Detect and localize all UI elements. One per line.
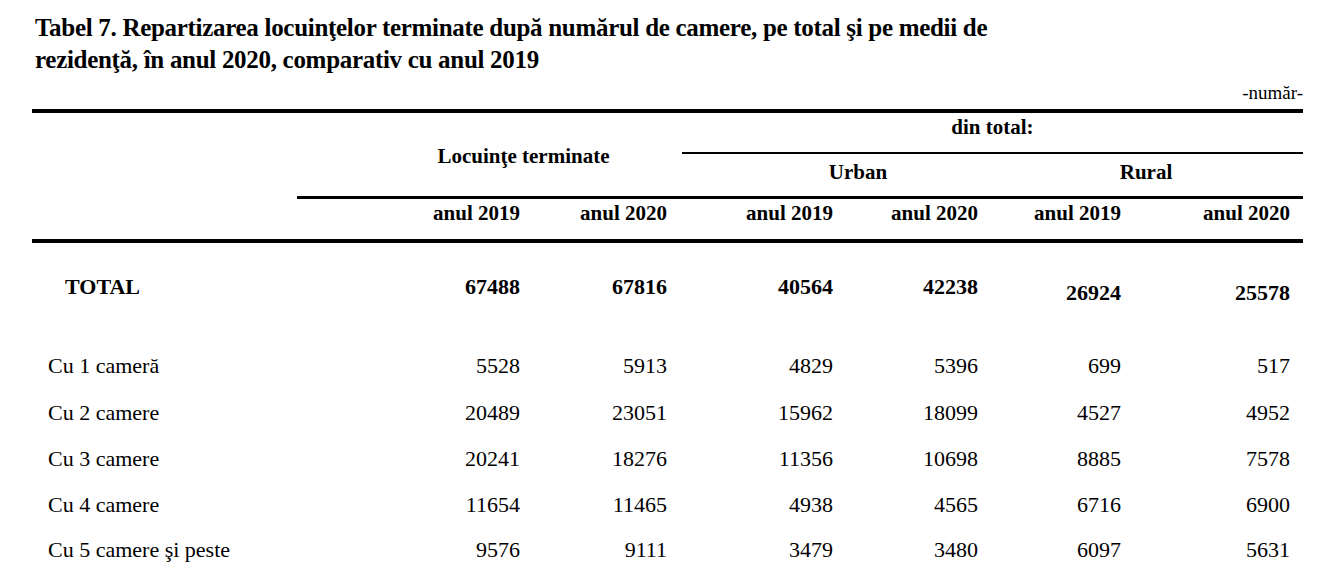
page-title: Tabel 7. Repartizarea locuinţelor termin… — [35, 12, 987, 76]
value-cell: 18276 — [527, 446, 667, 472]
value-cell: 6716 — [981, 492, 1121, 518]
value-cell: 5913 — [527, 353, 667, 379]
value-cell: 20241 — [380, 446, 520, 472]
row-label-4-camere: Cu 4 camere — [48, 492, 159, 518]
row-label-3-camere: Cu 3 camere — [48, 446, 159, 472]
value-cell: 67488 — [380, 274, 520, 300]
year-header-urban-2019: anul 2019 — [693, 201, 833, 226]
group-header-underline-rule — [297, 196, 1303, 199]
year-header-rural-2019: anul 2019 — [981, 201, 1121, 226]
row-label-1-camera: Cu 1 cameră — [48, 353, 159, 379]
value-cell: 11654 — [380, 492, 520, 518]
value-cell: 26924 — [981, 280, 1121, 306]
value-cell: 517 — [1150, 353, 1290, 379]
din-total-underline-rule — [682, 152, 1303, 154]
row-label-2-camere: Cu 2 camere — [48, 400, 159, 426]
value-cell: 4938 — [693, 492, 833, 518]
value-cell: 40564 — [693, 274, 833, 300]
unit-note: -număr- — [1103, 82, 1303, 104]
value-cell: 11465 — [527, 492, 667, 518]
year-header-urban-2020: anul 2020 — [838, 201, 978, 226]
row-label-5-camere-si-peste: Cu 5 camere şi peste — [48, 537, 230, 563]
value-cell: 4952 — [1150, 400, 1290, 426]
value-cell: 15962 — [693, 400, 833, 426]
value-cell: 3480 — [838, 537, 978, 563]
value-cell: 18099 — [838, 400, 978, 426]
value-cell: 8885 — [981, 446, 1121, 472]
value-cell: 7578 — [1150, 446, 1290, 472]
header-bottom-rule — [32, 239, 1303, 243]
value-cell: 699 — [981, 353, 1121, 379]
value-cell: 6097 — [981, 537, 1121, 563]
value-cell: 9111 — [527, 537, 667, 563]
value-cell: 67816 — [527, 274, 667, 300]
year-header-total-2019: anul 2019 — [380, 201, 520, 226]
value-cell: 11356 — [693, 446, 833, 472]
page-title-line1: Tabel 7. Repartizarea locuinţelor termin… — [35, 12, 987, 44]
group-header-din-total: din total: — [682, 115, 1303, 140]
value-cell: 10698 — [838, 446, 978, 472]
group-header-urban: Urban — [693, 160, 1023, 185]
value-cell: 42238 — [838, 274, 978, 300]
page-title-line2: rezidenţă, în anul 2020, comparativ cu a… — [35, 44, 987, 76]
group-header-rural: Rural — [981, 160, 1311, 185]
value-cell: 4527 — [981, 400, 1121, 426]
value-cell: 5631 — [1150, 537, 1290, 563]
value-cell: 20489 — [380, 400, 520, 426]
value-cell: 4565 — [838, 492, 978, 518]
value-cell: 5528 — [380, 353, 520, 379]
value-cell: 4829 — [693, 353, 833, 379]
value-cell: 23051 — [527, 400, 667, 426]
year-header-total-2020: anul 2020 — [527, 201, 667, 226]
row-label-total: TOTAL — [65, 274, 140, 300]
value-cell: 9576 — [380, 537, 520, 563]
year-header-rural-2020: anul 2020 — [1150, 201, 1290, 226]
value-cell: 25578 — [1150, 280, 1290, 306]
group-header-locuinte-terminate: Locuinţe terminate — [380, 144, 667, 169]
value-cell: 3479 — [693, 537, 833, 563]
value-cell: 5396 — [838, 353, 978, 379]
table-top-rule — [32, 109, 1303, 113]
value-cell: 6900 — [1150, 492, 1290, 518]
